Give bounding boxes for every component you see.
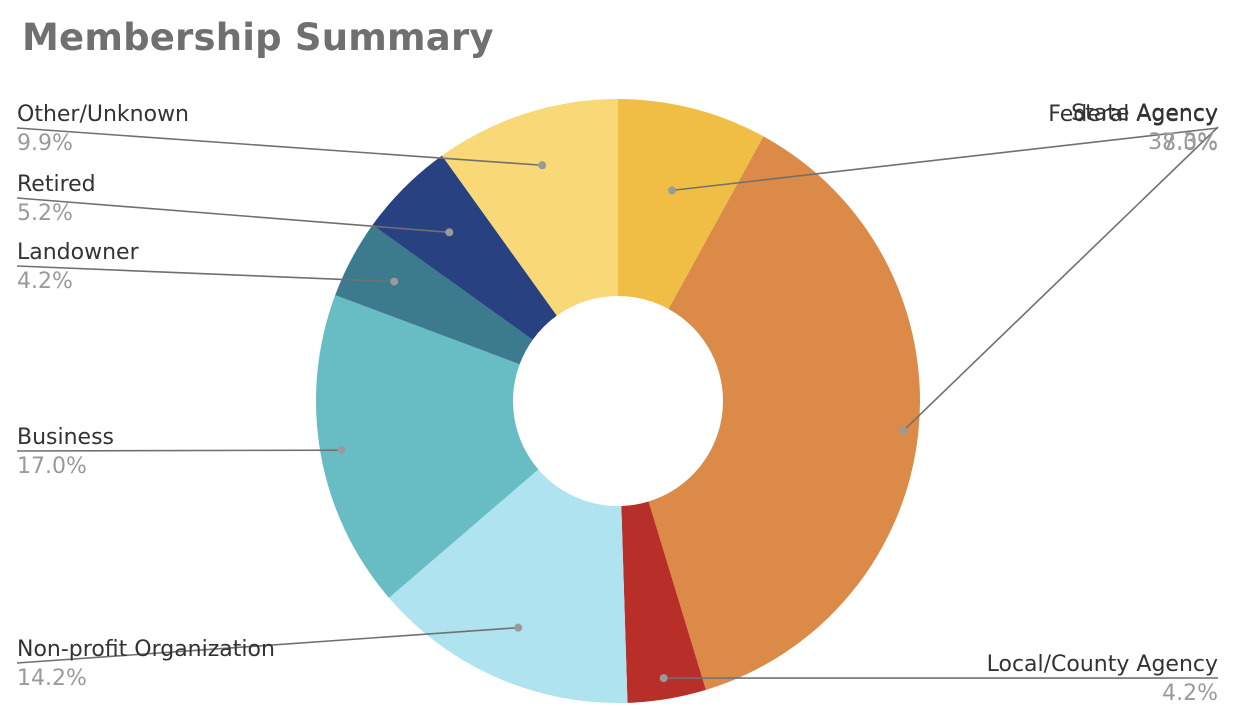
leader-dot-federal-agency: [668, 186, 676, 194]
slice-label-other-unknown: Other/Unknown: [17, 102, 189, 127]
slice-label-landowner: Landowner: [17, 240, 140, 265]
leader-dot-state-agency: [899, 427, 907, 435]
slice-percent-state-agency: 37.3%: [1148, 130, 1218, 155]
leader-line-landowner: [17, 266, 394, 282]
leader-dot-non-profit-organization: [514, 624, 522, 632]
slice-percent-non-profit-organization: 14.2%: [17, 666, 87, 691]
slice-percent-landowner: 4.2%: [17, 269, 73, 294]
slice-label-retired: Retired: [17, 172, 96, 197]
slice-percent-local-county-agency: 4.2%: [1162, 681, 1218, 706]
leader-line-state-agency: [903, 127, 1218, 431]
leader-dot-other-unknown: [538, 161, 546, 169]
slice-percent-other-unknown: 9.9%: [17, 131, 73, 156]
slice-percent-business: 17.0%: [17, 454, 87, 479]
leader-dot-retired: [445, 228, 453, 236]
leader-dot-business: [337, 446, 345, 454]
chart-title: Membership Summary: [22, 16, 494, 59]
slice-label-local-county-agency: Local/County Agency: [987, 652, 1218, 677]
leader-line-business: [17, 450, 341, 451]
slice-label-non-profit-organization: Non-profit Organization: [17, 637, 275, 662]
slice-label-business: Business: [17, 425, 114, 450]
slice-label-state-agency: State Agency: [1071, 101, 1218, 126]
slice-percent-retired: 5.2%: [17, 201, 73, 226]
leader-dot-local-county-agency: [660, 674, 668, 682]
leader-dot-landowner: [390, 278, 398, 286]
slices-group: [316, 99, 920, 703]
